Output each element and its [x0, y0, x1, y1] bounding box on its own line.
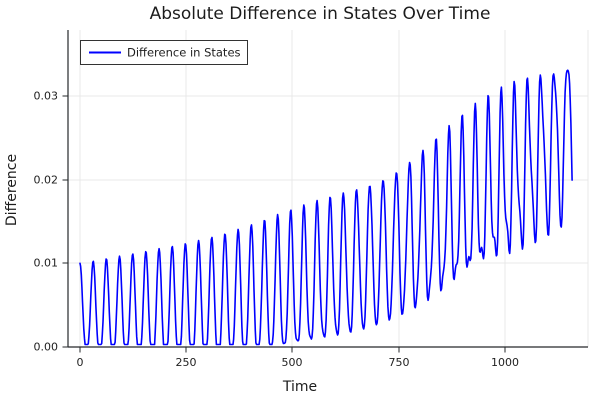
y-tick-label-002: 0.02 [34, 174, 59, 187]
y-tick-label-003: 0.03 [34, 90, 59, 103]
tick-marks [62, 95, 506, 353]
x-tick-label-250: 250 [176, 356, 197, 369]
x-tick-labels: 0 250 500 750 1000 [77, 356, 520, 369]
gridlines [68, 30, 589, 347]
legend-label: Difference in States [127, 46, 241, 60]
y-tick-label-001: 0.01 [34, 257, 59, 270]
axes [67, 30, 588, 348]
y-tick-label-000: 0.00 [34, 341, 59, 354]
chart-title: Absolute Difference in States Over Time [150, 4, 491, 24]
legend: Difference in States [80, 40, 248, 65]
y-tick-labels: 0.00 0.01 0.02 0.03 [34, 90, 59, 354]
y-axis-label: Difference [4, 154, 20, 226]
x-tick-label-500: 500 [282, 356, 303, 369]
difference-line [79, 69, 573, 346]
x-tick-label-0: 0 [77, 356, 84, 369]
x-tick-label-1000: 1000 [491, 356, 519, 369]
x-tick-label-750: 750 [389, 356, 410, 369]
x-axis-label: Time [282, 379, 317, 395]
